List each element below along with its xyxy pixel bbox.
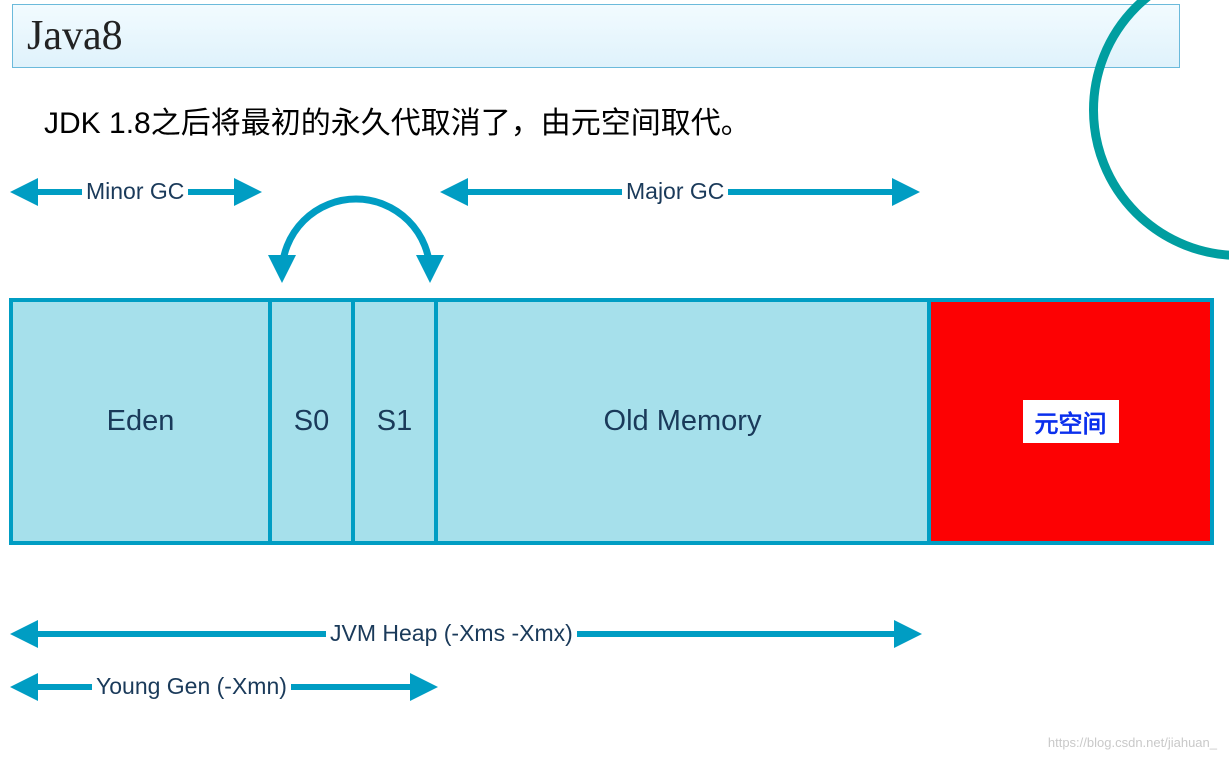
memory-block-s1: S1 — [355, 298, 438, 545]
memory-block-old: Old Memory — [438, 298, 931, 545]
young-gen-label: Young Gen (-Xmn) — [92, 673, 291, 700]
memory-block-label: Eden — [107, 405, 175, 438]
memory-block-metaspace: 元空间 — [931, 298, 1214, 545]
memory-block-eden: Eden — [9, 298, 272, 545]
memory-block-s0: S0 — [272, 298, 355, 545]
watermark-text: https://blog.csdn.net/jiahuan_ — [1048, 735, 1217, 750]
subtitle-text: JDK 1.8之后将最初的永久代取消了，由元空间取代。 — [44, 98, 751, 142]
metaspace-label: 元空间 — [1023, 400, 1119, 443]
memory-blocks-row: Eden S0 S1 Old Memory 元空间 — [9, 298, 1214, 545]
major-gc-label: Major GC — [622, 178, 728, 205]
memory-block-label: Old Memory — [604, 405, 762, 438]
memory-block-label: S0 — [294, 405, 329, 438]
title-text: Java8 — [27, 12, 123, 60]
title-box: Java8 — [12, 4, 1180, 68]
decorative-arc — [1089, 0, 1229, 260]
minor-gc-label: Minor GC — [82, 178, 188, 205]
jvm-heap-label: JVM Heap (-Xms -Xmx) — [326, 620, 577, 647]
memory-block-label: S1 — [377, 405, 412, 438]
